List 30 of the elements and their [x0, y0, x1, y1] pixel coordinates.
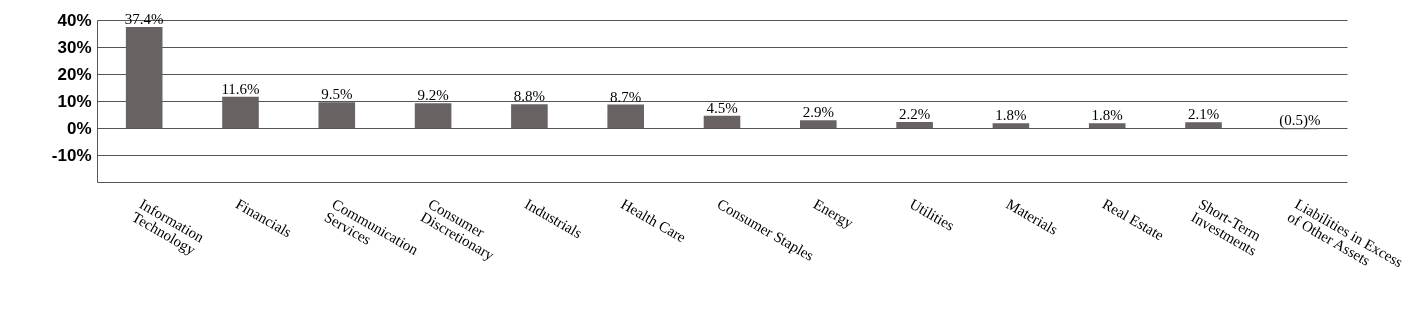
- bar: [414, 103, 452, 128]
- bar: [896, 122, 933, 128]
- data-label: 11.6%: [221, 80, 260, 97]
- bar: [992, 123, 1030, 128]
- bar: [800, 120, 837, 128]
- bar: [607, 104, 644, 128]
- data-label: 2.2%: [898, 106, 931, 123]
- bar: [1185, 122, 1222, 128]
- y-tick-label: 30%: [57, 37, 92, 57]
- data-label: 9.5%: [321, 86, 353, 103]
- data-label: (0.5)%: [1279, 112, 1321, 129]
- data-label: 4.5%: [706, 99, 738, 116]
- bar: [125, 27, 163, 128]
- bar: [511, 104, 548, 128]
- data-label: 1.8%: [995, 107, 1027, 124]
- bar: [318, 102, 356, 128]
- data-label: 8.8%: [513, 88, 546, 105]
- y-tick-label: 0%: [66, 118, 92, 138]
- y-tick-label: 20%: [57, 64, 92, 84]
- bar: [1088, 123, 1126, 128]
- y-tick-label: -10%: [51, 145, 92, 165]
- data-label: 2.1%: [1187, 106, 1220, 123]
- bar: [703, 115, 741, 128]
- bar: [222, 96, 259, 128]
- data-label: 1.8%: [1091, 107, 1123, 124]
- data-label: 8.7%: [610, 88, 642, 105]
- y-tick-label: 10%: [57, 91, 92, 111]
- data-label: 9.2%: [417, 87, 449, 104]
- y-tick-label: 40%: [57, 10, 92, 30]
- data-label: 2.9%: [802, 104, 834, 121]
